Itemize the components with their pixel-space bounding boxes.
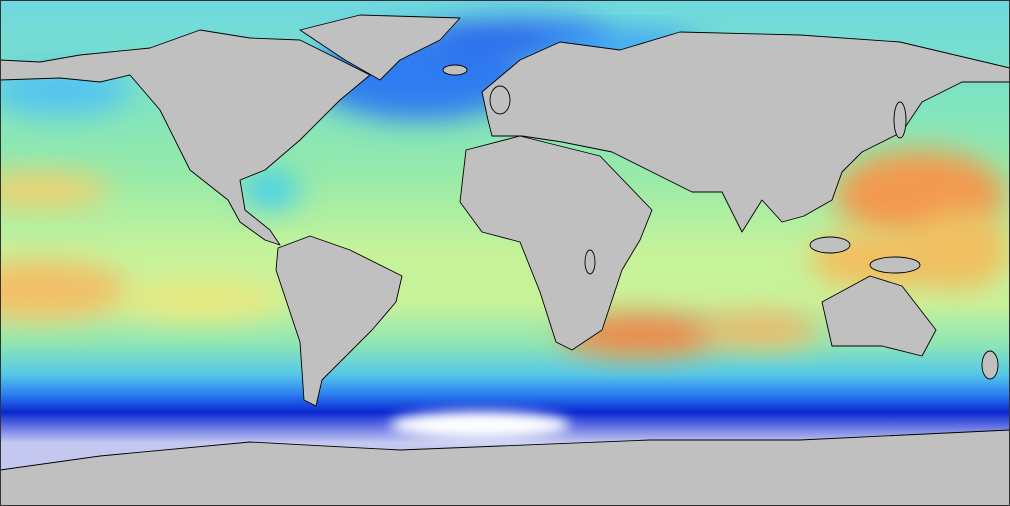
iceland xyxy=(442,64,468,76)
greenland xyxy=(299,14,461,81)
madagascar xyxy=(584,249,596,275)
continents xyxy=(0,14,1010,506)
australia xyxy=(821,275,937,357)
eurasia xyxy=(481,31,1010,233)
new-zealand xyxy=(981,350,999,380)
new-guinea xyxy=(869,256,921,274)
japan xyxy=(893,101,907,139)
ocean-patches xyxy=(0,20,1010,439)
britain xyxy=(489,85,511,115)
antarctica xyxy=(0,429,1010,506)
borneo xyxy=(809,236,851,254)
africa xyxy=(459,135,653,351)
north-america xyxy=(0,29,371,246)
south-america xyxy=(275,235,403,407)
